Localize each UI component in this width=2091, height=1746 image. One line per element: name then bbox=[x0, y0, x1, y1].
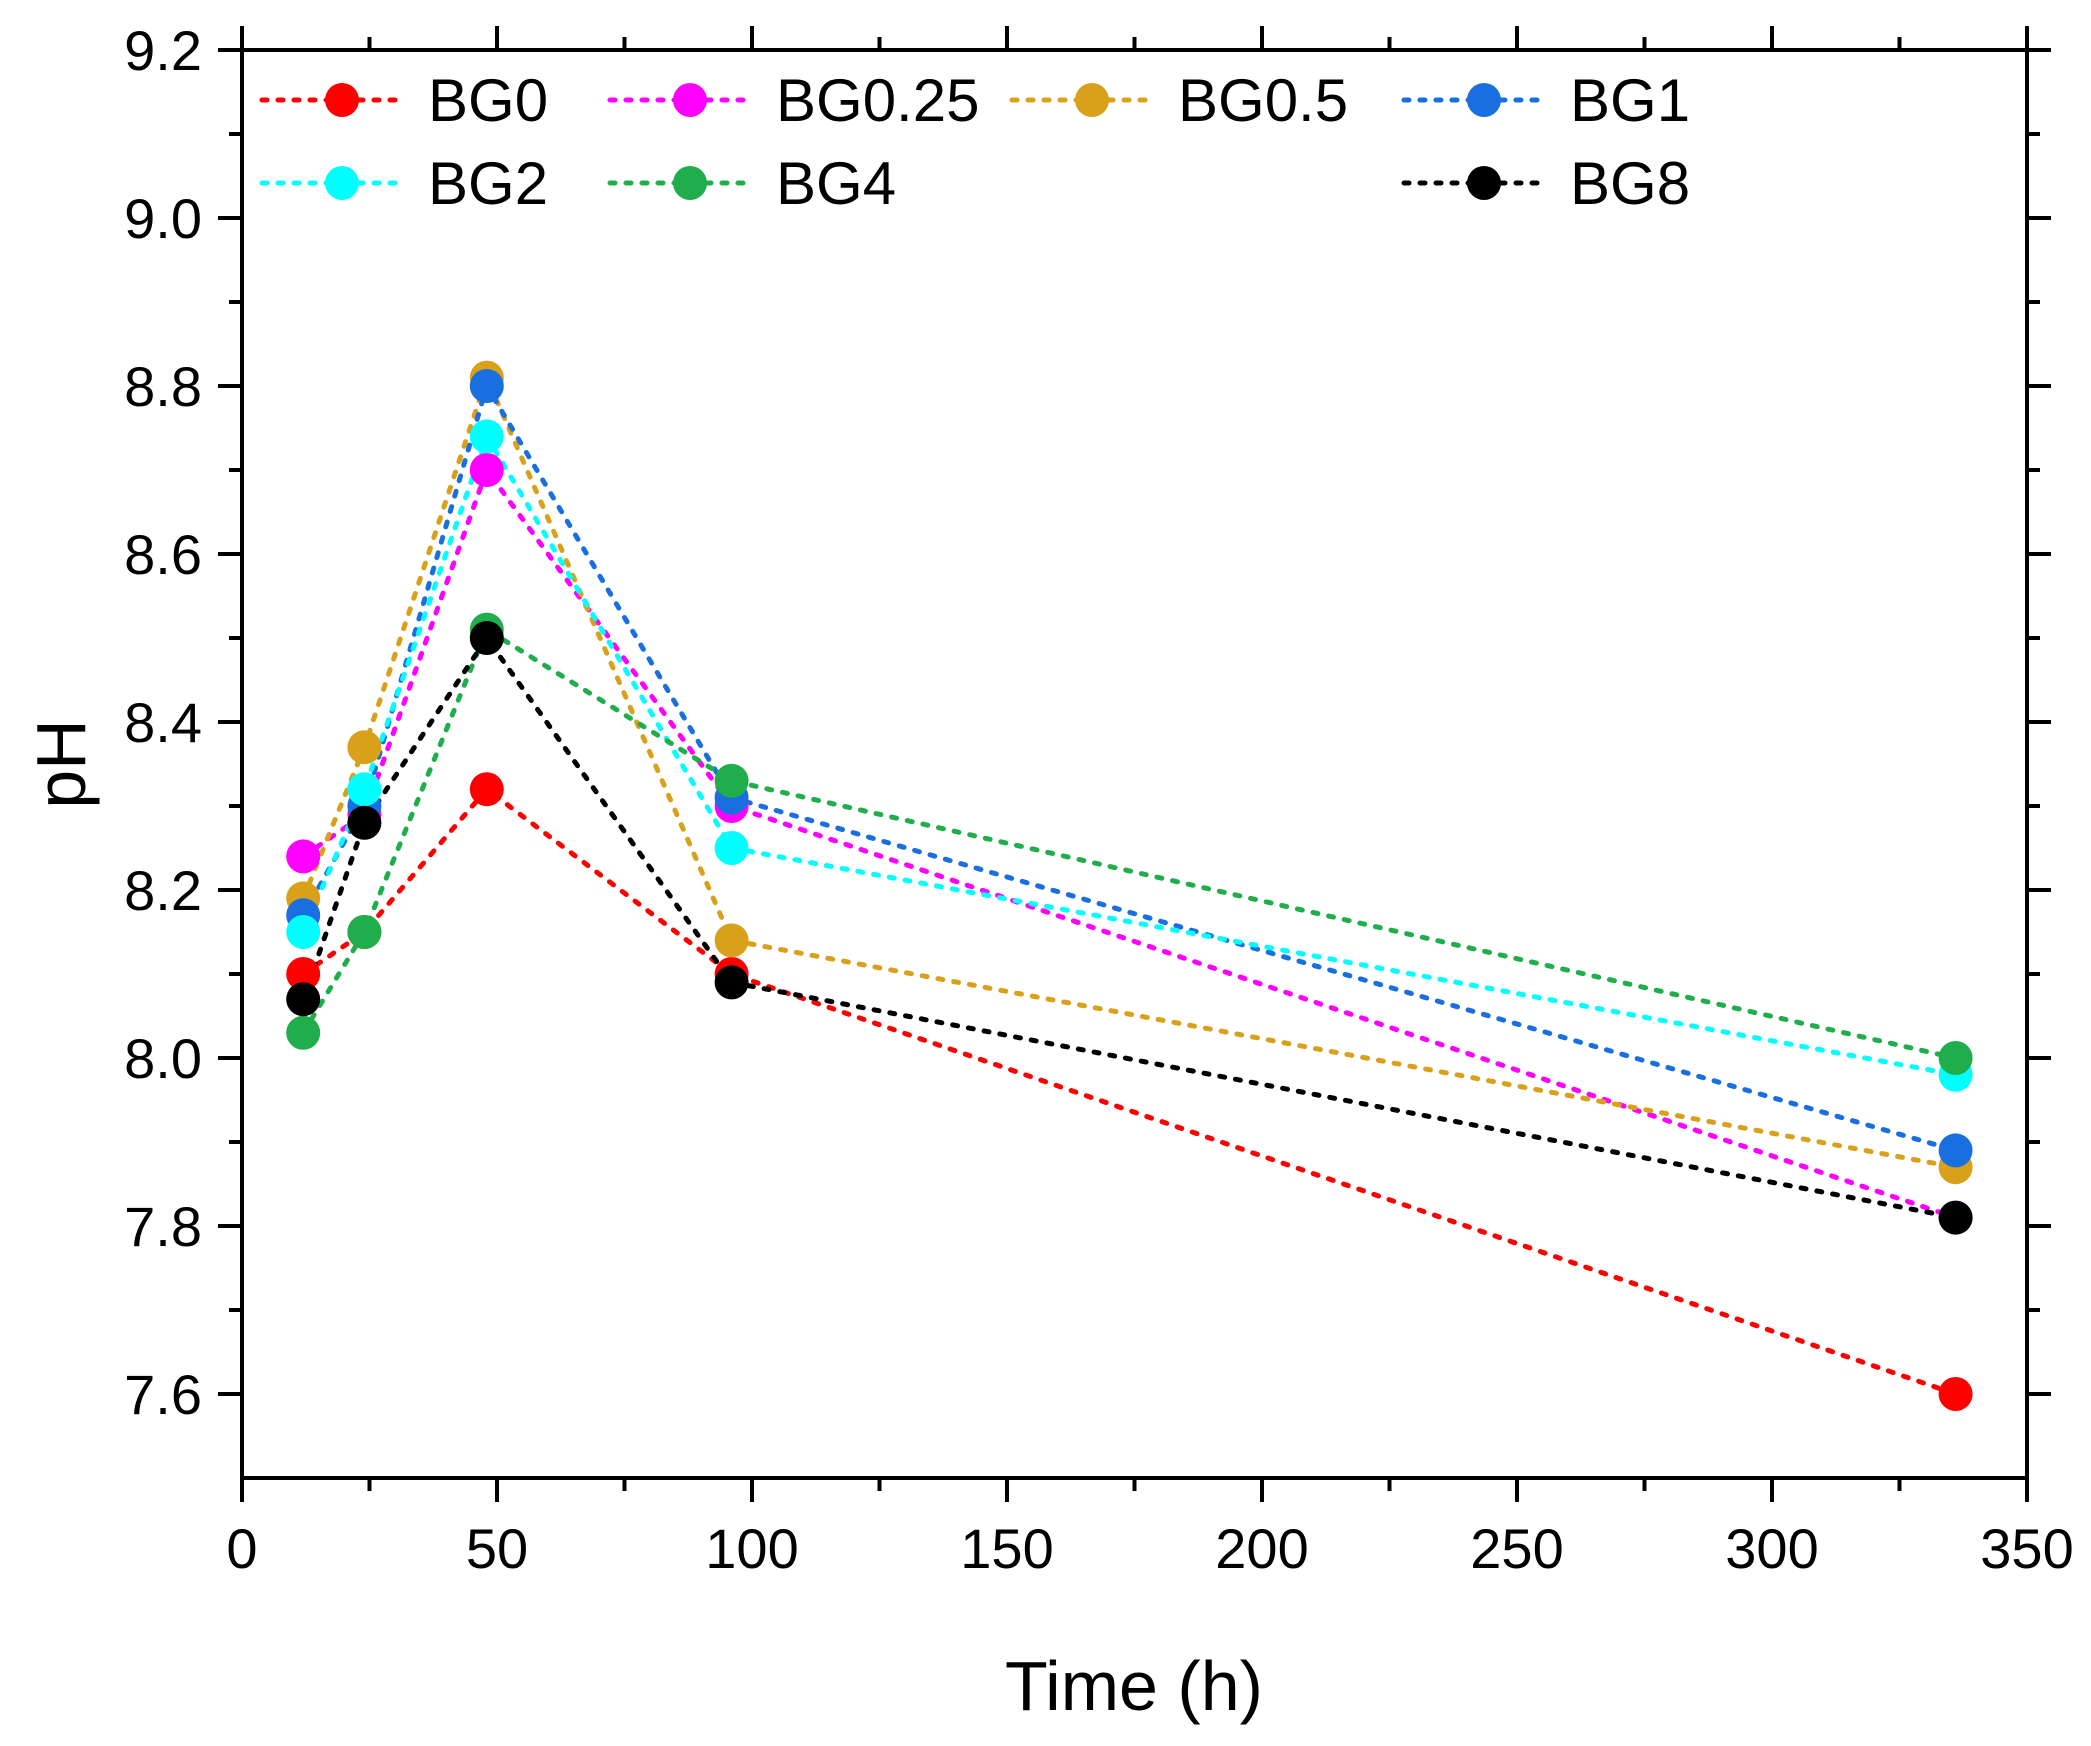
legend-item-BG0: BG0 bbox=[259, 67, 548, 134]
legend-label: BG1 bbox=[1570, 67, 1690, 134]
x-tick-label: 150 bbox=[960, 1517, 1053, 1580]
data-point bbox=[286, 915, 321, 949]
data-point bbox=[469, 453, 504, 487]
data-point bbox=[714, 923, 749, 958]
data-point bbox=[469, 419, 504, 454]
y-tick-label: 9.0 bbox=[124, 187, 202, 250]
x-tick-label: 250 bbox=[1470, 1517, 1563, 1580]
series-BG8 bbox=[300, 633, 1959, 1221]
legend-label: BG8 bbox=[1570, 150, 1690, 217]
legend-marker bbox=[325, 83, 359, 117]
y-tick-label: 7.8 bbox=[124, 1195, 202, 1258]
y-tick-labels: 7.6 7.8 8.0 8.2 8.4 8.6 8.8 9.0 9.2 bbox=[124, 19, 202, 1426]
data-point bbox=[1938, 1377, 1973, 1411]
axes-ticks bbox=[218, 26, 2051, 1502]
legend-item-BG2: BG2 bbox=[259, 150, 548, 217]
data-point bbox=[286, 982, 321, 1017]
legend-marker bbox=[1075, 83, 1109, 117]
legend-item-BG4: BG4 bbox=[607, 150, 896, 217]
data-point bbox=[347, 915, 382, 949]
series-BG0.25 bbox=[300, 464, 1959, 1221]
data-point bbox=[286, 1015, 321, 1050]
y-tick-label: 8.8 bbox=[124, 355, 202, 418]
legend-label: BG0 bbox=[428, 67, 548, 134]
legend-marker bbox=[1467, 83, 1501, 117]
series-line bbox=[300, 464, 1959, 1221]
legend-marker bbox=[673, 83, 707, 117]
legend-label: BG0.25 bbox=[776, 67, 979, 134]
y-tick-label: 8.0 bbox=[124, 1027, 202, 1090]
data-point bbox=[286, 957, 321, 991]
data-point bbox=[347, 772, 382, 807]
x-tick-label: 50 bbox=[466, 1517, 528, 1580]
y-tick-label: 8.2 bbox=[124, 859, 202, 922]
data-point bbox=[1938, 1200, 1973, 1235]
series-points-BG8 bbox=[286, 621, 1973, 1235]
legend-label: BG2 bbox=[428, 150, 548, 217]
data-point bbox=[469, 369, 504, 403]
legend: BG0 BG0.25 BG0.5 BG1 BG2 BG4 BG8 bbox=[259, 67, 1690, 217]
legend-item-BG0.25: BG0.25 bbox=[607, 67, 979, 134]
y-tick-label: 8.6 bbox=[124, 523, 202, 586]
x-tick-label: 350 bbox=[1980, 1517, 2073, 1580]
legend-label: BG4 bbox=[776, 150, 896, 217]
legend-item-BG0.5: BG0.5 bbox=[1009, 67, 1348, 134]
data-point bbox=[469, 621, 504, 655]
y-tick-label: 9.2 bbox=[124, 19, 202, 82]
plot-frame bbox=[240, 48, 2029, 1480]
data-point bbox=[347, 730, 382, 765]
series-BG4 bbox=[300, 625, 1959, 1061]
data-point bbox=[286, 839, 321, 874]
legend-item-BG8: BG8 bbox=[1401, 150, 1690, 217]
series-points-BG4 bbox=[286, 612, 1973, 1075]
data-point bbox=[1938, 1133, 1973, 1168]
series-line bbox=[300, 625, 1959, 1061]
x-tick-labels: 0 50 100 150 200 250 300 350 bbox=[226, 1517, 2073, 1580]
plot-series bbox=[286, 360, 1973, 1411]
x-tick-label: 0 bbox=[226, 1517, 257, 1580]
x-axis-title: Time (h) bbox=[1005, 1647, 1263, 1725]
legend-marker bbox=[325, 166, 359, 200]
series-line bbox=[300, 633, 1959, 1221]
data-point bbox=[714, 831, 749, 865]
legend-label: BG0.5 bbox=[1178, 67, 1348, 134]
y-tick-label: 7.6 bbox=[124, 1363, 202, 1426]
data-point bbox=[714, 965, 749, 1000]
legend-marker bbox=[1467, 166, 1501, 200]
data-point bbox=[469, 772, 504, 807]
legend-item-BG1: BG1 bbox=[1401, 67, 1690, 134]
y-tick-label: 8.4 bbox=[124, 691, 202, 754]
data-point bbox=[347, 805, 382, 840]
data-point bbox=[1938, 1041, 1973, 1075]
x-tick-label: 300 bbox=[1725, 1517, 1818, 1580]
legend-marker bbox=[673, 166, 707, 200]
x-tick-label: 200 bbox=[1215, 1517, 1308, 1580]
x-tick-label: 100 bbox=[705, 1517, 798, 1580]
data-point bbox=[714, 763, 749, 798]
y-axis-title: pH bbox=[22, 719, 100, 808]
